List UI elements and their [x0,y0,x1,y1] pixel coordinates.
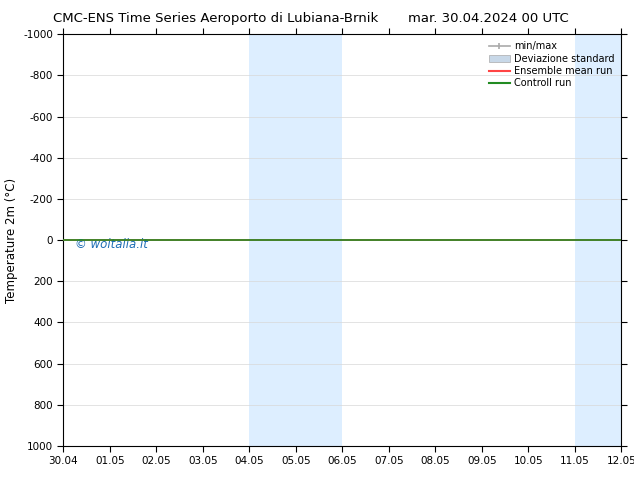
Bar [249,34,342,446]
Bar [575,34,621,446]
Text: CMC-ENS Time Series Aeroporto di Lubiana-Brnik: CMC-ENS Time Series Aeroporto di Lubiana… [53,12,378,25]
Y-axis label: Temperature 2m (°C): Temperature 2m (°C) [4,177,18,303]
Text: © woitalia.it: © woitalia.it [75,238,148,251]
Legend: min/max, Deviazione standard, Ensemble mean run, Controll run: min/max, Deviazione standard, Ensemble m… [485,37,618,92]
Text: mar. 30.04.2024 00 UTC: mar. 30.04.2024 00 UTC [408,12,569,25]
